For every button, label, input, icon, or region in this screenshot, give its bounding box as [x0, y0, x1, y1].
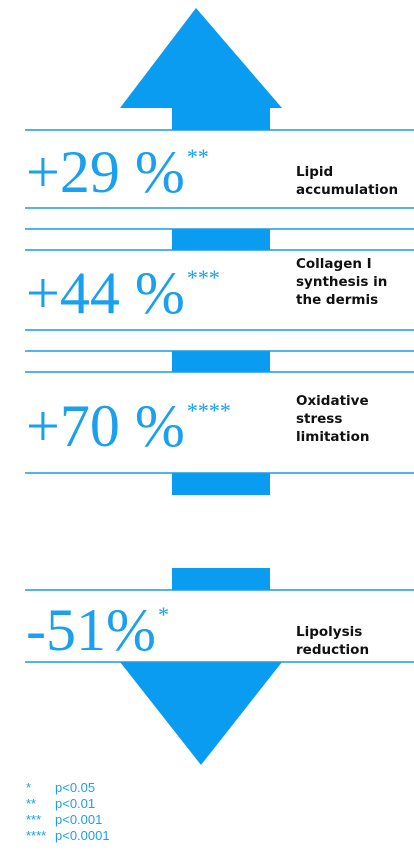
- footnote-text: p<0.05: [55, 780, 95, 795]
- stat-value: +29 %: [26, 139, 185, 205]
- significance-stars: ***: [187, 265, 220, 290]
- stat-value: +44 %: [26, 260, 185, 326]
- significance-stars: **: [187, 144, 209, 169]
- significance-stars: ****: [187, 398, 231, 423]
- up-arrow-head: [120, 8, 282, 108]
- stat-label: Oxidative: [296, 393, 369, 409]
- stat-label: synthesis in: [296, 274, 387, 290]
- footnote-mark: ****: [26, 828, 46, 843]
- footnote-mark: ***: [26, 812, 41, 827]
- stat-value: -51%: [26, 597, 156, 663]
- footnote-text: p<0.0001: [55, 828, 110, 843]
- stat-label: the dermis: [296, 292, 378, 308]
- arrows: [120, 8, 282, 765]
- stat-label: Lipid: [296, 164, 333, 180]
- footnote-mark: *: [26, 780, 31, 795]
- down-arrow-head: [120, 662, 282, 765]
- footnote-mark: **: [26, 796, 36, 811]
- rules: [25, 129, 414, 663]
- stat-label: stress: [296, 411, 342, 427]
- stat-label: limitation: [296, 429, 369, 445]
- arrow-stem: [172, 568, 270, 590]
- stat-label: accumulation: [296, 182, 398, 198]
- significance-stars: *: [158, 602, 169, 627]
- stat-value: +70 %: [26, 393, 185, 459]
- stat-row: -51% * Lipolysis reduction: [26, 597, 369, 663]
- stat-row: +44 % *** Collagen I synthesis in the dermis: [26, 256, 387, 326]
- arrow-stem: [172, 229, 270, 250]
- footnote-text: p<0.01: [55, 796, 95, 811]
- footnote-text: p<0.001: [55, 812, 102, 827]
- stat-row: +29 % ** Lipid accumulation: [26, 139, 398, 205]
- stat-label: Collagen I: [296, 256, 372, 272]
- arrow-stem: [172, 351, 270, 372]
- stat-label: Lipolysis: [296, 624, 362, 640]
- stat-row: +70 % **** Oxidative stress limitation: [26, 393, 369, 459]
- arrow-stem: [172, 108, 270, 130]
- arrow-stem: [172, 473, 270, 495]
- stat-label: reduction: [296, 642, 369, 658]
